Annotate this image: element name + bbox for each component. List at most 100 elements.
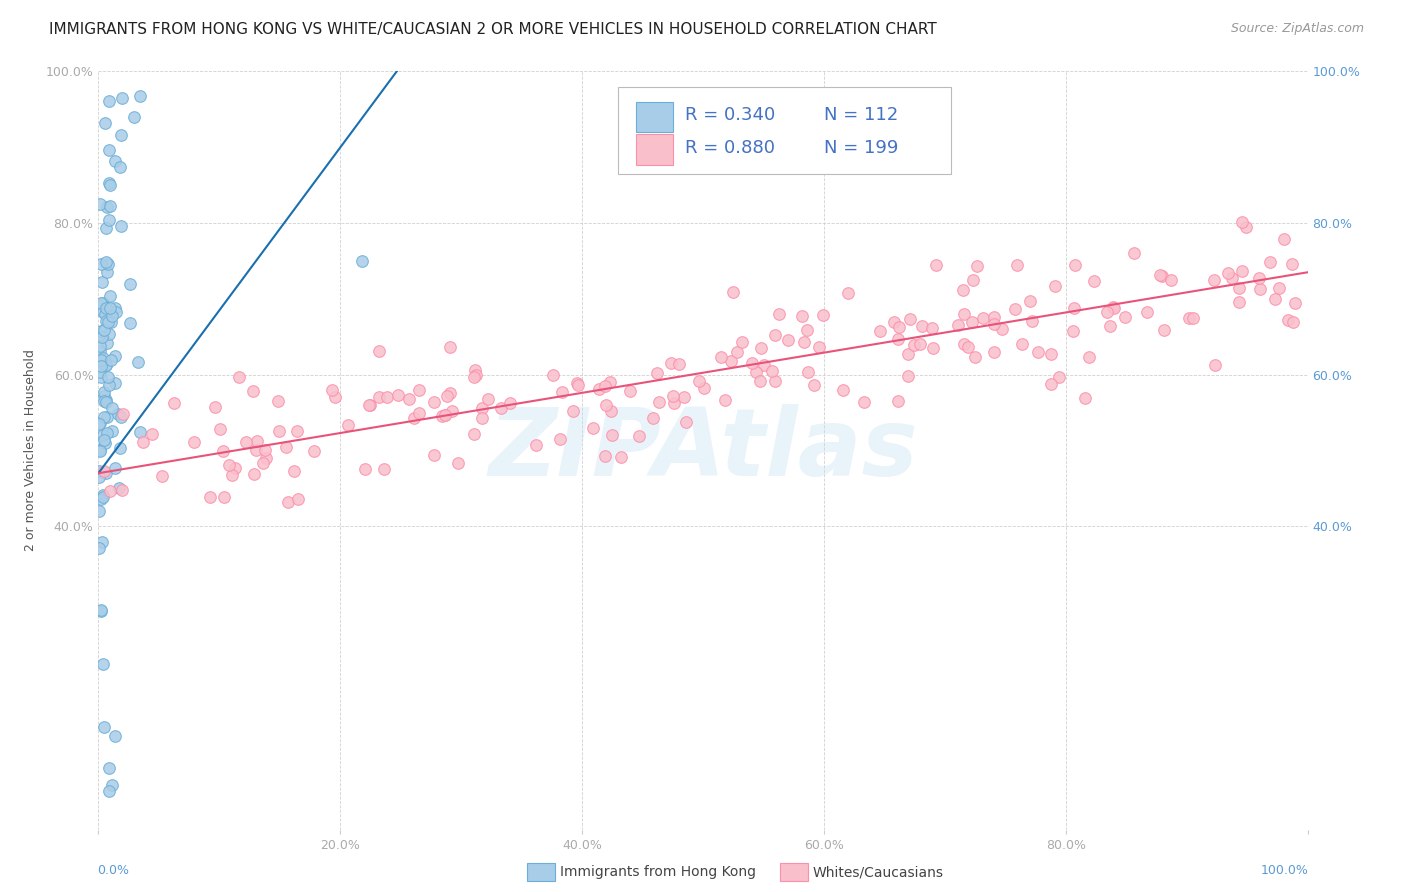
Point	[246, 434, 269, 448]
Point	[94, 221, 117, 235]
Point	[90, 257, 112, 271]
Point	[398, 392, 420, 407]
Point	[150, 469, 173, 483]
Point	[97, 257, 120, 271]
Point	[869, 324, 891, 338]
Point	[1074, 391, 1097, 405]
Point	[111, 407, 134, 421]
Point	[1149, 268, 1171, 282]
Point	[235, 434, 257, 449]
Point	[471, 401, 494, 415]
Point	[89, 343, 111, 358]
Point	[1021, 314, 1043, 328]
Point	[101, 424, 124, 438]
Point	[887, 394, 910, 409]
Point	[100, 401, 122, 416]
Point	[100, 314, 122, 328]
Point	[911, 319, 934, 334]
Point	[89, 365, 111, 379]
Point	[1063, 301, 1085, 316]
Point	[668, 357, 690, 371]
Point	[90, 603, 112, 617]
Point	[491, 401, 513, 415]
Text: 0.0%: 0.0%	[97, 863, 129, 877]
Point	[433, 408, 456, 422]
Point	[408, 406, 430, 420]
Point	[962, 273, 984, 287]
Point	[91, 428, 114, 442]
Point	[277, 495, 299, 509]
Point	[228, 370, 250, 384]
Point	[749, 341, 772, 355]
Point	[93, 434, 115, 448]
FancyBboxPatch shape	[619, 87, 950, 174]
Point	[600, 404, 623, 418]
Point	[96, 265, 118, 279]
Text: N = 199: N = 199	[824, 139, 898, 157]
Point	[90, 604, 112, 618]
Point	[731, 335, 754, 350]
Point	[87, 503, 110, 517]
Point	[643, 411, 665, 425]
Point	[98, 178, 121, 193]
Point	[90, 296, 112, 310]
Point	[565, 376, 588, 390]
Text: IMMIGRANTS FROM HONG KONG VS WHITE/CAUCASIAN 2 OR MORE VEHICLES IN HOUSEHOLD COR: IMMIGRANTS FROM HONG KONG VS WHITE/CAUCA…	[49, 22, 936, 37]
Point	[98, 327, 121, 342]
Point	[104, 154, 127, 169]
Point	[91, 304, 114, 318]
Point	[645, 366, 668, 380]
Text: N = 112: N = 112	[824, 106, 898, 124]
Point	[1227, 294, 1250, 309]
Point	[582, 421, 605, 435]
Point	[94, 116, 117, 130]
Text: ZIPAtlas: ZIPAtlas	[488, 404, 918, 497]
Point	[465, 368, 488, 382]
Point	[808, 340, 831, 354]
Point	[551, 385, 574, 400]
Point	[97, 213, 120, 227]
Point	[89, 416, 111, 430]
Point	[94, 301, 117, 316]
Point	[97, 315, 120, 329]
Point	[105, 304, 128, 318]
Text: 100.0%: 100.0%	[1261, 863, 1309, 877]
Point	[803, 377, 825, 392]
Point	[93, 389, 115, 403]
Point	[163, 395, 186, 409]
Bar	[637, 135, 672, 165]
Point	[110, 160, 132, 174]
Point	[439, 340, 461, 354]
Point	[946, 318, 969, 332]
Point	[924, 258, 946, 272]
Text: Source: ZipAtlas.com: Source: ZipAtlas.com	[1230, 22, 1364, 36]
Point	[94, 393, 117, 408]
Point	[90, 324, 112, 338]
Point	[1114, 310, 1136, 324]
Text: R = 0.340: R = 0.340	[685, 106, 775, 124]
Point	[599, 375, 621, 389]
Point	[1160, 273, 1182, 287]
Point	[1284, 296, 1306, 310]
Point	[100, 199, 122, 213]
Point	[96, 425, 118, 440]
Point	[204, 401, 226, 415]
Point	[619, 384, 641, 398]
Point	[1040, 347, 1063, 361]
Point	[972, 311, 994, 326]
Point	[883, 315, 905, 329]
Point	[831, 383, 853, 397]
Point	[183, 434, 205, 449]
Point	[198, 491, 221, 505]
Point	[87, 464, 110, 478]
Point	[91, 488, 114, 502]
Point	[499, 396, 522, 410]
Point	[965, 351, 987, 365]
Point	[218, 458, 240, 472]
Point	[98, 143, 121, 157]
Point	[89, 541, 111, 556]
Point	[89, 196, 111, 211]
Point	[110, 128, 132, 142]
Point	[897, 347, 920, 361]
Point	[98, 784, 121, 798]
